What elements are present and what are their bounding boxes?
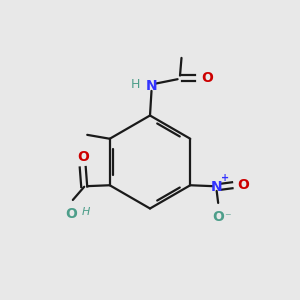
- Text: H: H: [81, 207, 90, 217]
- Text: O: O: [77, 150, 89, 164]
- Text: ⁻: ⁻: [224, 211, 231, 224]
- Text: O: O: [238, 178, 250, 192]
- Text: H: H: [131, 78, 140, 92]
- Text: O: O: [201, 71, 213, 85]
- Text: N: N: [146, 79, 157, 92]
- Text: O: O: [212, 210, 224, 224]
- Text: +: +: [220, 173, 229, 183]
- Text: O: O: [65, 207, 77, 221]
- Text: N: N: [211, 180, 223, 194]
